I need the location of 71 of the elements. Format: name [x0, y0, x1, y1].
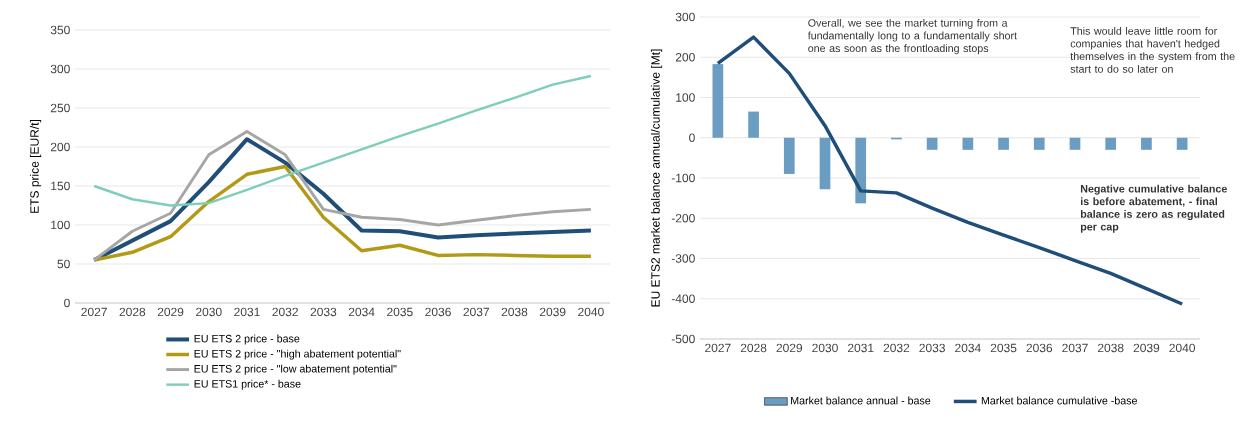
y-tick-label: -500	[671, 334, 695, 344]
x-tick-label: 2032	[883, 343, 910, 353]
y-tick-label: 0	[64, 298, 70, 308]
x-tick-label: 2039	[539, 307, 566, 317]
x-tick-label: 2036	[425, 307, 451, 317]
x-tick-label: 2034	[955, 343, 981, 353]
x-tick-label: 2037	[1062, 343, 1088, 353]
x-tick-label: 2031	[234, 307, 260, 317]
bar	[783, 137, 795, 174]
x-tick-label: 2032	[272, 307, 298, 317]
x-tick-label: 2027	[81, 307, 107, 317]
x-tick-label: 2033	[919, 343, 945, 353]
annotation: Negative cumulative balance is before abatement, - final balance is zero as regulated per cap	[1080, 184, 1227, 233]
x-tick-label: 2028	[740, 343, 767, 353]
y-tick-label: 100	[51, 220, 70, 230]
x-tick-label: 2040	[1169, 343, 1196, 353]
y-tick-label: 100	[676, 93, 695, 102]
bar	[855, 137, 867, 204]
x-tick-label: 2033	[310, 307, 337, 317]
y-tick-label: -300	[671, 254, 695, 263]
legend-label: EU ETS 2 price - base	[194, 334, 300, 345]
bar	[1033, 137, 1045, 150]
bar	[819, 137, 831, 190]
bar	[1069, 137, 1081, 150]
y-tick-label: 300	[50, 64, 70, 74]
x-tick-label: 2030	[196, 307, 222, 317]
annotation: This would leave little room for companies that haven't hedged themselves in the system from the start to do so later on	[1070, 26, 1235, 73]
x-tick-label: 2034	[348, 307, 375, 317]
legend-label: EU ETS1 price* - base	[194, 379, 301, 390]
y-tick-label: 250	[50, 103, 70, 113]
x-tick-label: 2040	[578, 307, 604, 317]
bar	[1141, 137, 1152, 150]
x-tick-label: 2029	[157, 307, 184, 317]
y-tick-label: 200	[675, 53, 695, 62]
x-tick-label: 2030	[812, 343, 838, 353]
bar	[1176, 137, 1188, 150]
line-series	[92, 164, 593, 262]
y-tick-label: 350	[50, 25, 70, 35]
x-tick-label: 2028	[119, 307, 146, 317]
bar	[998, 137, 1009, 150]
legend-label: EU ETS 2 price - "high abatement potential"	[194, 349, 401, 360]
bar	[748, 111, 759, 138]
y-tick-label: 50	[57, 259, 70, 269]
x-tick-label: 2027	[705, 343, 731, 353]
bar	[926, 137, 938, 150]
bar	[1105, 137, 1117, 150]
y-tick-label: -200	[671, 213, 695, 223]
x-tick-label: 2037	[463, 307, 489, 317]
y-axis-title: ETS price [EUR/t]	[29, 120, 42, 213]
legend-label: Market balance annual - base	[791, 396, 931, 405]
y-tick-label: -100	[671, 173, 695, 183]
legend-label: EU ETS 2 price - "low abatement potential"	[194, 364, 397, 375]
x-tick-label: 2036	[1026, 343, 1053, 353]
y-tick-label: 200	[50, 142, 70, 152]
annotation: Overall, we see the market turning from a fundamentally long to a fundamentally short one as soon as the frontloading stops	[807, 18, 1017, 55]
bar	[712, 64, 724, 138]
x-tick-label: 2035	[387, 307, 413, 317]
bar	[962, 137, 974, 150]
legend-label: Market balance cumulative -base	[981, 396, 1137, 405]
x-tick-label: 2029	[776, 343, 803, 353]
x-tick-label: 2038	[1097, 343, 1124, 353]
x-tick-label: 2039	[1133, 343, 1160, 353]
y-tick-label: -400	[671, 294, 695, 303]
y-tick-label: 150	[51, 181, 70, 191]
x-tick-label: 2038	[501, 307, 528, 317]
y-axis-title: EU ETS2 market balance annual/cumulative [Mt]	[650, 49, 663, 307]
x-tick-label: 2031	[847, 343, 874, 353]
x-tick-label: 2035	[990, 343, 1017, 353]
y-tick-label: 300	[675, 12, 695, 22]
y-tick-label: 0	[689, 133, 695, 143]
line-series	[92, 74, 593, 207]
